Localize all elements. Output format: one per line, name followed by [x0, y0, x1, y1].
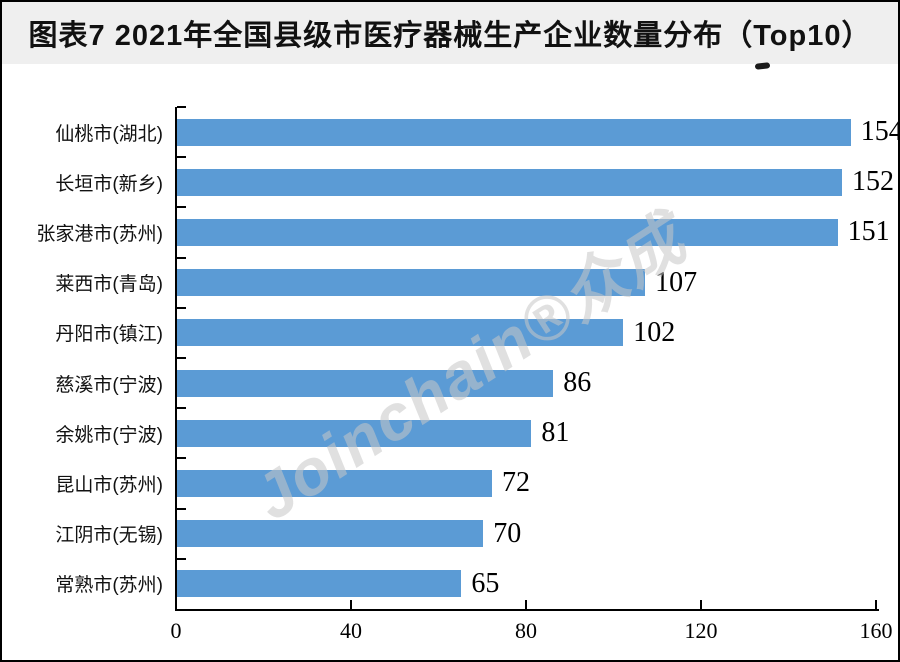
x-axis-tick-label: 80	[515, 618, 537, 643]
category-label: 江阴市(无锡)	[55, 525, 163, 547]
chart-title: 图表7 2021年全国县级市医疗器械生产企业数量分布（Top10）	[2, 2, 898, 64]
value-label: 72	[502, 467, 530, 499]
y-axis-tick	[177, 106, 186, 108]
category-label: 仙桃市(湖北)	[55, 123, 163, 145]
category-label: 丹阳市(镇江)	[55, 324, 163, 346]
logo-remnant-mark	[754, 62, 771, 70]
bar	[177, 419, 532, 447]
x-axis-tick-label: 40	[340, 618, 362, 643]
value-label: 102	[633, 316, 676, 348]
value-label: 154	[860, 116, 900, 148]
x-axis-line	[175, 609, 879, 611]
x-axis-tick-label: 0	[170, 618, 182, 643]
y-axis-tick	[177, 256, 186, 259]
bar	[177, 369, 554, 397]
bar	[177, 269, 646, 297]
value-label: 107	[655, 266, 698, 298]
x-axis-tick	[350, 600, 352, 609]
bar	[177, 570, 462, 598]
x-axis-tick	[700, 600, 702, 609]
value-label: 152	[852, 166, 894, 198]
y-axis-tick	[177, 357, 186, 359]
value-label: 86	[563, 367, 592, 399]
y-axis-tick	[177, 206, 186, 209]
category-label: 常熟市(苏州)	[55, 575, 163, 597]
category-label: 张家港市(苏州)	[36, 223, 163, 245]
value-label: 65	[471, 567, 500, 599]
bar	[177, 520, 484, 548]
value-label: 151	[847, 216, 890, 248]
y-axis-line	[175, 107, 177, 611]
value-label: 81	[541, 417, 570, 449]
y-axis-tick	[177, 507, 186, 510]
category-label: 长垣市(新乡)	[55, 173, 163, 195]
bar	[177, 168, 842, 196]
category-label: 余姚市(宁波)	[55, 424, 163, 446]
y-axis-tick	[177, 156, 186, 159]
bar	[177, 118, 851, 146]
x-axis-tick-label: 160	[859, 618, 893, 643]
y-axis-tick	[177, 457, 186, 460]
y-axis-tick	[177, 407, 186, 410]
y-axis-tick	[177, 557, 186, 560]
category-label: 莱西市(青岛)	[55, 274, 163, 296]
x-axis-tick	[525, 600, 527, 609]
bar	[177, 319, 624, 347]
x-axis-tick	[875, 600, 877, 609]
category-label: 慈溪市(宁波)	[55, 374, 163, 396]
category-label: 昆山市(苏州)	[55, 474, 163, 496]
x-axis-tick-label: 120	[684, 618, 718, 643]
bar	[177, 219, 838, 246]
value-label: 70	[493, 517, 522, 549]
y-axis-tick	[177, 306, 186, 309]
bar	[177, 470, 492, 497]
